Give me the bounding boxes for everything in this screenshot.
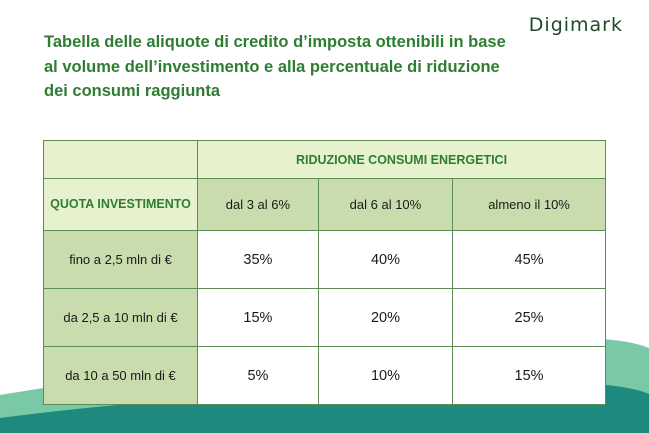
table-cell: 5%	[197, 346, 319, 405]
table-corner-cell	[43, 140, 198, 179]
group-header-riduzione-consumi: RIDUZIONE CONSUMI ENERGETICI	[197, 140, 606, 179]
brand-logo: Digimark	[528, 14, 623, 36]
tax-credit-table: RIDUZIONE CONSUMI ENERGETICI QUOTA INVES…	[43, 140, 606, 405]
table-cell: 20%	[317, 288, 454, 347]
table-cell: 10%	[317, 346, 454, 405]
table-row: fino a 2,5 mln di € 35% 40% 45%	[43, 230, 606, 289]
table-cell: 45%	[452, 230, 606, 289]
table-cell: 40%	[317, 230, 454, 289]
table-cell: 25%	[452, 288, 606, 347]
row-header-quota-investimento: QUOTA INVESTIMENTO	[43, 178, 198, 231]
table-header-row-columns: QUOTA INVESTIMENTO dal 3 al 6% dal 6 al …	[43, 178, 606, 231]
table-row: da 2,5 a 10 mln di € 15% 20% 25%	[43, 288, 606, 347]
column-header-2: dal 6 al 10%	[317, 178, 454, 231]
table-cell: 35%	[197, 230, 319, 289]
row-label-fino-2-5: fino a 2,5 mln di €	[43, 230, 198, 289]
column-header-1: dal 3 al 6%	[197, 178, 319, 231]
page-title: Tabella delle aliquote di credito d’impo…	[44, 33, 506, 100]
column-header-3: almeno il 10%	[452, 178, 606, 231]
table-cell: 15%	[452, 346, 606, 405]
row-label-2-5-a-10: da 2,5 a 10 mln di €	[43, 288, 198, 347]
row-label-10-a-50: da 10 a 50 mln di €	[43, 346, 198, 405]
table-header-row-group: RIDUZIONE CONSUMI ENERGETICI	[43, 140, 606, 179]
table-cell: 15%	[197, 288, 319, 347]
row-header-label: QUOTA INVESTIMENTO	[50, 197, 191, 211]
table-row: da 10 a 50 mln di € 5% 10% 15%	[43, 346, 606, 405]
